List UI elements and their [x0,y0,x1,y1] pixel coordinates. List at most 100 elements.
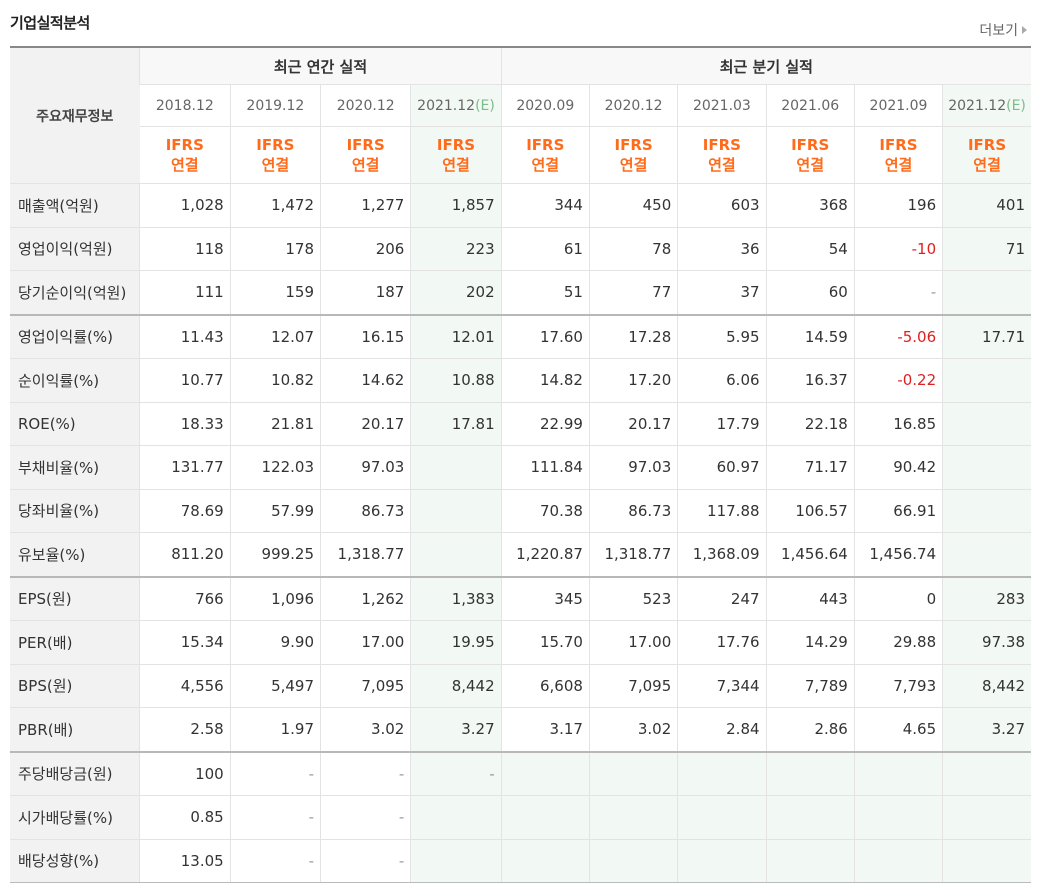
table-cell: 14.29 [765,620,855,665]
table-cell: 51 [500,270,590,315]
table-cell: 7,789 [765,664,855,708]
table-cell: 17.00 [588,620,678,665]
table-cell: 17.76 [677,620,767,665]
table-cell: 187 [320,270,411,315]
consolidated-label: 연결 [171,156,199,174]
table-cell: 86.73 [588,489,678,533]
table-cell [942,489,1031,533]
table-cell: 206 [320,227,411,271]
table-row: BPS(원) 4,556 5,497 7,095 8,442 6,608 7,095 7,34… [10,664,1031,708]
period-label: 2019.12 [246,97,305,114]
table-cell [410,795,502,840]
table-cell: 3.27 [410,707,502,752]
table-cell [765,750,855,796]
table-cell: 111.84 [500,445,590,490]
ifrs-label: IFRS [526,136,565,154]
table-cell: 6,608 [500,664,590,708]
ifrs-label: IFRS [436,136,476,154]
group-quarter: 최근 분기 실적 [500,46,1031,85]
table-cell: 1,383 [410,575,502,621]
table-cell: 3.27 [942,707,1031,752]
table-cell: - [410,750,502,796]
table-cell [765,839,855,883]
table-cell: 401 [942,183,1031,228]
period-header-row: 2018.12 2019.12 2020.12 2021.12(E) 2020.09 20… [10,84,1031,127]
table-row: PER(배) 15.34 9.90 17.00 19.95 15.70 17.00 17.76… [10,620,1031,665]
table-cell: 283 [942,575,1031,621]
table-cell: 78.69 [139,489,231,533]
table-cell: 2.84 [677,707,767,752]
table-cell: 77 [588,270,678,315]
ifrs-header-row: IFRS 연결 IFRS 연결 IFRS 연결 IFRS 연결 IFRS 연결 IFRS 연결 IFRS… [10,126,1031,184]
period-header: 2021.09 [853,84,943,127]
table-cell [853,839,943,883]
ifrs-header: IFRS 연결 [853,126,943,184]
table-cell: 97.03 [320,445,411,490]
table-cell: - [320,839,411,883]
table-cell: 1,857 [410,183,502,228]
table-cell: 7,095 [320,664,411,708]
ifrs-label: IFRS [614,136,653,154]
table-row: ROE(%) 18.33 21.81 20.17 17.81 22.99 20.17 17.7… [10,402,1031,446]
table-cell [942,750,1031,796]
table-cell: 90.42 [853,445,943,490]
table-cell: 1,368.09 [677,532,767,577]
table-cell: 97.03 [588,445,678,490]
table-cell: 3.02 [320,707,411,752]
table-cell [942,795,1031,840]
table-cell: 118 [139,227,231,271]
table-cell [500,750,590,796]
ifrs-header: IFRS 연결 [500,126,590,184]
table-cell: - [229,795,321,840]
table-cell: 196 [853,183,943,228]
period-label: 2020.12 [336,97,395,114]
table-cell: 66.91 [853,489,943,533]
table-cell: 159 [229,270,321,315]
table-cell: 15.70 [500,620,590,665]
row-label: PER(배) [10,620,140,665]
table-row: 영업이익률(%) 11.43 12.07 16.15 12.01 17.60 17.28 5.… [10,313,1031,359]
table-cell: 15.34 [139,620,231,665]
table-cell: 106.57 [765,489,855,533]
row-label: 배당성향(%) [10,839,140,883]
table-cell: 2.86 [765,707,855,752]
table-row: 순이익률(%) 10.77 10.82 14.62 10.88 14.82 17.20 6.0… [10,358,1031,403]
table-cell: 1,456.74 [853,532,943,577]
table-cell: 122.03 [229,445,321,490]
table-cell: 523 [588,575,678,621]
table-cell: 54 [765,227,855,271]
table-cell: 22.18 [765,402,855,446]
table-cell: 6.06 [677,358,767,403]
table-cell: - [320,750,411,796]
table-row: 당좌비율(%) 78.69 57.99 86.73 70.38 86.73 117.88 10… [10,489,1031,533]
table-cell [410,489,502,533]
table-cell [942,839,1031,883]
consolidated-label: 연결 [708,156,736,174]
table-cell: 11.43 [139,313,231,359]
ifrs-label: IFRS [879,136,918,154]
table-cell: 16.15 [320,313,411,359]
consolidated-label: 연결 [351,156,380,174]
consolidated-label: 연결 [531,156,560,174]
ifrs-label: IFRS [791,136,830,154]
table-cell [677,839,767,883]
table-cell [410,839,502,883]
period-header: 2018.12 [139,84,231,127]
ifrs-header: IFRS 연결 [942,126,1031,184]
period-header: 2021.12(E) [410,84,502,127]
table-cell: 3.17 [500,707,590,752]
table-cell: 60 [765,270,855,315]
period-label: 2020.09 [516,97,575,114]
table-cell: 10.88 [410,358,502,403]
table-cell: 131.77 [139,445,231,490]
table-cell: 999.25 [229,532,321,577]
row-label: 당기순이익(억원) [10,270,140,315]
row-label: 주당배당금(원) [10,750,140,796]
table-cell: 1,456.64 [765,532,855,577]
period-header: 2020.09 [500,84,590,127]
period-label: 2020.12 [604,97,663,114]
table-cell: 1,220.87 [500,532,590,577]
more-link[interactable]: 더보기 [979,20,1027,40]
table-cell: 1,096 [229,575,321,621]
table-cell [765,795,855,840]
